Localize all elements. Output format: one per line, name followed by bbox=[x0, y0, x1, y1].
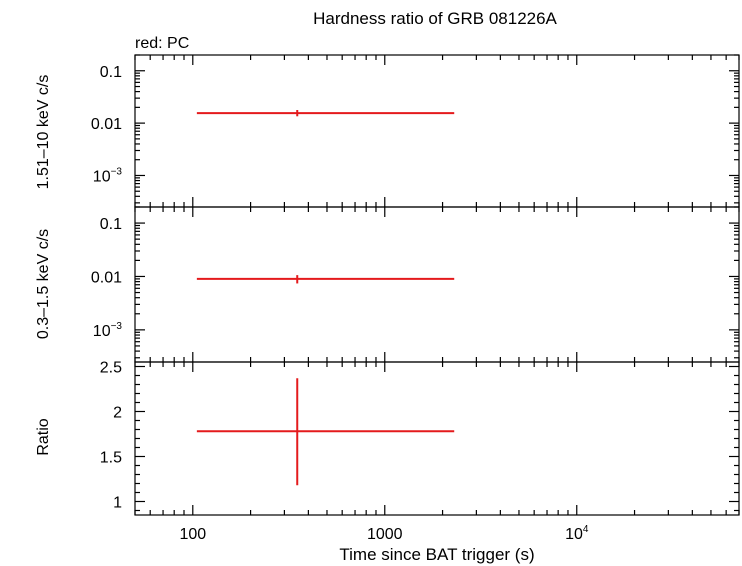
y-tick-label-soft: 10−3 bbox=[93, 321, 123, 340]
chart-title: Hardness ratio of GRB 081226A bbox=[313, 9, 557, 28]
y-tick-label-hard: 0.01 bbox=[91, 116, 122, 133]
panel-frame-hard bbox=[134, 54, 740, 208]
y-axis-label-hard: 1.51–10 keV c/s bbox=[35, 75, 52, 190]
x-tick-label: 104 bbox=[565, 524, 589, 543]
y-tick-label-ratio: 1 bbox=[113, 495, 122, 512]
x-axis-label: Time since BAT trigger (s) bbox=[339, 545, 534, 564]
panel-frame-ratio bbox=[134, 361, 740, 516]
legend-note: red: PC bbox=[135, 35, 189, 52]
y-axis-label-soft: 0.3–1.5 keV c/s bbox=[35, 229, 52, 339]
y-tick-label-ratio: 1.5 bbox=[100, 450, 122, 467]
panel-frame-soft bbox=[134, 206, 740, 363]
x-tick-label: 100 bbox=[179, 526, 206, 543]
plot-layer: 0.1 0.01 10−3 0.1 0.01 10−3 1 1.5 2 2.5 100 1000 104 bbox=[91, 54, 740, 543]
y-tick-label-ratio: 2 bbox=[113, 405, 122, 422]
x-tick-label: 1000 bbox=[367, 526, 403, 543]
y-tick-label-hard: 0.1 bbox=[100, 64, 122, 81]
y-tick-label-soft: 0.01 bbox=[91, 269, 122, 286]
y-axis-label-ratio: Ratio bbox=[35, 418, 52, 455]
y-tick-label-hard: 10−3 bbox=[93, 166, 123, 185]
y-tick-label-ratio: 2.5 bbox=[100, 360, 122, 377]
y-tick-label-soft: 0.1 bbox=[100, 216, 122, 233]
